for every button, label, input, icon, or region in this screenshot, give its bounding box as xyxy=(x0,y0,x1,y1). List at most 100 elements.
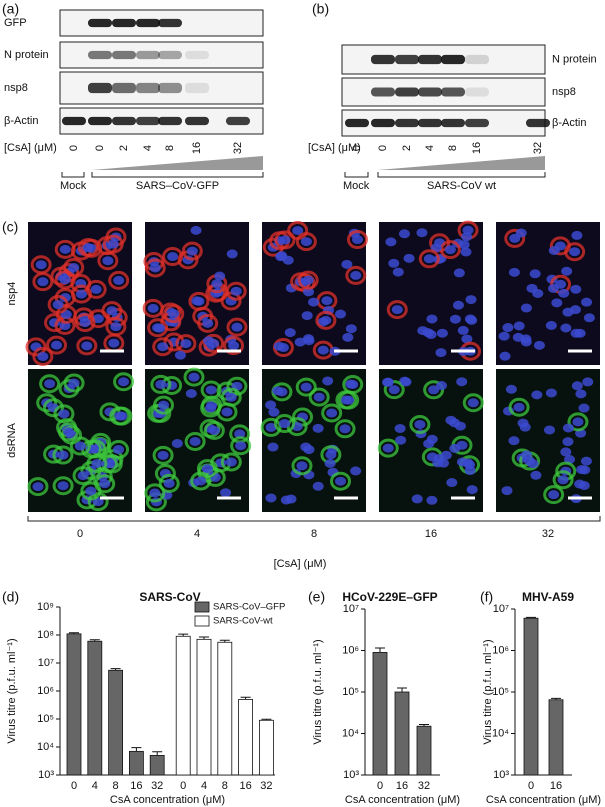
blot-band xyxy=(112,82,136,94)
nucleus xyxy=(444,245,456,255)
blot-row-label: nsp8 xyxy=(4,82,28,94)
nucleus xyxy=(63,427,75,437)
stain xyxy=(297,270,319,290)
virus-label: SARS-CoV wt xyxy=(427,180,496,192)
nucleus xyxy=(527,459,539,469)
nucleus xyxy=(324,458,336,468)
stain xyxy=(162,247,184,267)
nucleus xyxy=(551,298,563,308)
nucleus xyxy=(403,253,415,263)
stain xyxy=(225,281,247,301)
nucleus xyxy=(562,437,574,447)
nucleus xyxy=(398,229,410,239)
nucleus xyxy=(265,422,277,432)
nucleus xyxy=(529,269,541,279)
error-bar xyxy=(397,687,407,692)
blot-band xyxy=(158,82,182,94)
mock-bracket xyxy=(344,172,369,178)
micrograph xyxy=(496,222,600,365)
nucleus xyxy=(345,324,357,334)
nucleus xyxy=(214,271,226,281)
blot-band xyxy=(88,18,112,28)
nucleus xyxy=(382,443,394,453)
nucleus xyxy=(350,466,362,476)
blot-band xyxy=(158,18,182,28)
nucleus xyxy=(581,297,593,307)
x-tick-label: 4 xyxy=(201,780,207,792)
nucleus xyxy=(400,377,412,387)
nucleus xyxy=(79,318,91,328)
nucleus xyxy=(334,309,346,319)
nucleus xyxy=(456,377,468,387)
nucleus xyxy=(416,228,428,238)
blot-row-label: N protein xyxy=(552,53,597,65)
mock-label: Mock xyxy=(343,180,370,192)
stain xyxy=(70,284,92,304)
nucleus xyxy=(167,252,179,262)
lane-label: 0 xyxy=(377,145,389,151)
x-tick-label: 32 xyxy=(260,780,272,792)
stain xyxy=(52,476,74,496)
nucleus xyxy=(520,303,532,313)
nucleus xyxy=(282,255,294,265)
stain xyxy=(144,483,166,503)
stain xyxy=(39,374,61,394)
blot-band xyxy=(465,118,489,128)
error-bar xyxy=(131,747,142,752)
nucleus xyxy=(517,418,529,428)
blot-band xyxy=(395,54,419,65)
stain xyxy=(260,417,282,437)
blot-row-label: β-Actin xyxy=(4,115,38,127)
nucleus xyxy=(453,268,465,278)
dose-triangle xyxy=(378,156,545,170)
nucleus xyxy=(547,283,559,293)
legend-swatch xyxy=(194,601,210,613)
nucleus xyxy=(571,230,583,240)
panel-label: (e) xyxy=(308,589,325,605)
stain xyxy=(32,272,54,292)
nucleus xyxy=(186,246,198,256)
blot-band xyxy=(185,116,209,126)
y-tick-label: 10⁷ xyxy=(343,603,359,615)
error-bar xyxy=(89,639,100,642)
panel-label: (d) xyxy=(2,589,19,605)
stain xyxy=(47,295,69,315)
lane-label: 16 xyxy=(471,142,483,154)
error-bar xyxy=(419,723,429,727)
nucleus xyxy=(531,390,543,400)
stain xyxy=(292,407,314,427)
panel-label: (f) xyxy=(480,589,493,605)
nucleus xyxy=(457,325,469,335)
nucleus xyxy=(51,340,63,350)
stain xyxy=(52,445,74,465)
nucleus xyxy=(422,328,434,338)
nucleus xyxy=(533,340,545,350)
nucleus xyxy=(499,351,511,361)
virus-bracket xyxy=(377,172,546,178)
y-tick-label: 10⁵ xyxy=(37,713,54,725)
stain xyxy=(69,436,91,456)
y-tick-label: 10⁶ xyxy=(342,644,359,656)
stain xyxy=(53,404,75,424)
stain xyxy=(334,419,356,439)
nucleus xyxy=(211,279,223,289)
nucleus xyxy=(174,350,186,360)
stain xyxy=(105,317,127,337)
stain xyxy=(220,291,242,311)
blot-band xyxy=(465,54,489,65)
bar xyxy=(523,617,539,776)
nucleus xyxy=(44,379,56,389)
nucleus xyxy=(520,337,532,347)
blot-band xyxy=(88,82,112,94)
nucleus xyxy=(37,352,49,362)
nucleus xyxy=(502,323,514,333)
stain xyxy=(27,477,49,497)
stain xyxy=(315,310,337,330)
stain xyxy=(72,466,94,486)
bar xyxy=(416,725,432,776)
nucleus xyxy=(576,465,588,475)
blot-band xyxy=(112,116,136,126)
nucleus xyxy=(466,315,478,325)
stain xyxy=(418,249,440,269)
